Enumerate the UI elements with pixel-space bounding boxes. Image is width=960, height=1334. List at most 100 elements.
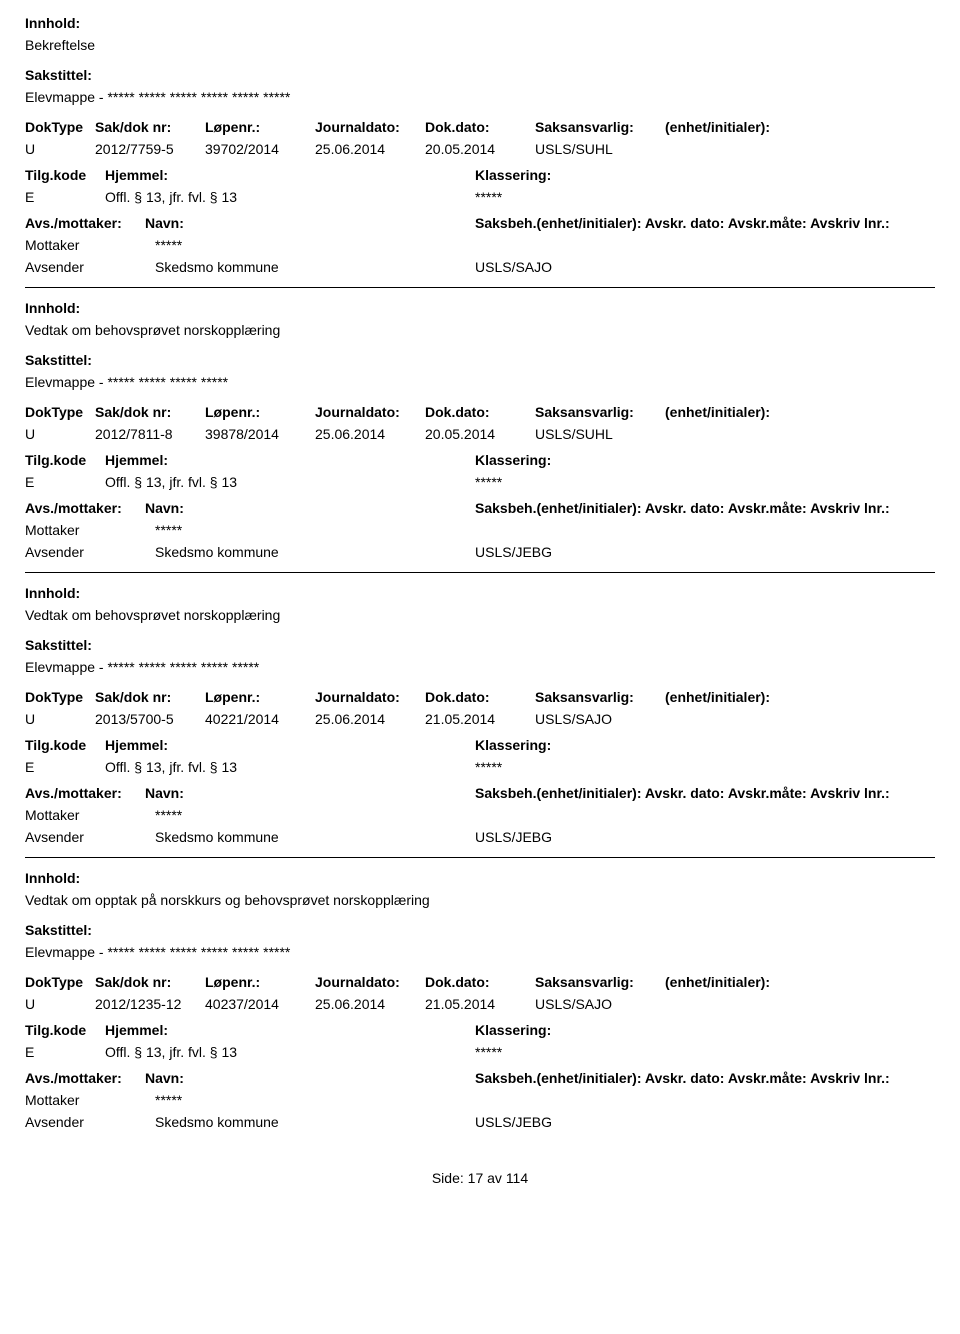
meta-header-row: DokType Sak/dok nr: Løpenr.: Journaldato… (25, 119, 935, 135)
navn-header: Navn: (145, 215, 475, 231)
avsender-row: Avsender Skedsmo kommune USLS/JEBG (25, 1114, 935, 1130)
innhold-label: Innhold: (25, 585, 935, 601)
meta-value-row: U 2012/7759-5 39702/2014 25.06.2014 20.0… (25, 141, 935, 157)
innhold-value: Vedtak om opptak på norskkurs og behovsp… (25, 892, 935, 908)
dokdato-header: Dok.dato: (425, 119, 535, 135)
avsender-code: USLS/JEBG (475, 544, 935, 560)
journaldato-value: 25.06.2014 (315, 711, 425, 727)
doktype-header: DokType (25, 119, 95, 135)
access-header-row: Tilg.kode Hjemmel: Klassering: (25, 452, 935, 468)
avsmottaker-header: Avs./mottaker: (25, 785, 145, 801)
mottaker-label: Mottaker (25, 522, 155, 538)
doktype-value: U (25, 996, 95, 1012)
mottaker-label: Mottaker (25, 807, 155, 823)
document-record: Innhold: Vedtak om behovsprøvet norskopp… (25, 585, 935, 845)
sakstittel-label: Sakstittel: (25, 637, 935, 653)
doktype-header: DokType (25, 404, 95, 420)
saksbeh-header: Saksbeh.(enhet/initialer): Avskr. dato: … (475, 500, 935, 516)
enhet-value (665, 141, 935, 157)
dokdato-value: 20.05.2014 (425, 426, 535, 442)
tilgkode-header: Tilg.kode (25, 1022, 105, 1038)
saksansvarlig-header: Saksansvarlig: (535, 689, 665, 705)
innhold-value: Vedtak om behovsprøvet norskopplæring (25, 607, 935, 623)
hjemmel-header: Hjemmel: (105, 452, 475, 468)
meta-value-row: U 2012/1235-12 40237/2014 25.06.2014 21.… (25, 996, 935, 1012)
innhold-value: Vedtak om behovsprøvet norskopplæring (25, 322, 935, 338)
meta-header-row: DokType Sak/dok nr: Løpenr.: Journaldato… (25, 974, 935, 990)
hjemmel-header: Hjemmel: (105, 1022, 475, 1038)
meta-value-row: U 2012/7811-8 39878/2014 25.06.2014 20.0… (25, 426, 935, 442)
journaldato-header: Journaldato: (315, 689, 425, 705)
sakdok-header: Sak/dok nr: (95, 404, 205, 420)
tilgkode-header: Tilg.kode (25, 167, 105, 183)
avsender-navn: Skedsmo kommune (155, 544, 475, 560)
party-header-row: Avs./mottaker: Navn: Saksbeh.(enhet/init… (25, 785, 935, 801)
hjemmel-value: Offl. § 13, jfr. fvl. § 13 (105, 1044, 475, 1060)
mottaker-row: Mottaker ***** (25, 237, 935, 253)
avsmottaker-header: Avs./mottaker: (25, 1070, 145, 1086)
meta-value-row: U 2013/5700-5 40221/2014 25.06.2014 21.0… (25, 711, 935, 727)
saksansvarlig-value: USLS/SUHL (535, 426, 665, 442)
avsender-label: Avsender (25, 259, 155, 275)
journaldato-value: 25.06.2014 (315, 141, 425, 157)
lopenr-value: 39878/2014 (205, 426, 315, 442)
avsender-code: USLS/SAJO (475, 259, 935, 275)
mottaker-code (475, 237, 935, 253)
dokdato-header: Dok.dato: (425, 974, 535, 990)
lopenr-header: Løpenr.: (205, 404, 315, 420)
dokdato-value: 21.05.2014 (425, 711, 535, 727)
saksbeh-header: Saksbeh.(enhet/initialer): Avskr. dato: … (475, 785, 935, 801)
side-label: Side: (432, 1170, 464, 1186)
tilgkode-header: Tilg.kode (25, 737, 105, 753)
access-value-row: E Offl. § 13, jfr. fvl. § 13 ***** (25, 189, 935, 205)
journaldato-value: 25.06.2014 (315, 426, 425, 442)
navn-header: Navn: (145, 785, 475, 801)
klassering-value: ***** (475, 474, 935, 490)
avsender-row: Avsender Skedsmo kommune USLS/SAJO (25, 259, 935, 275)
doktype-header: DokType (25, 689, 95, 705)
lopenr-value: 40221/2014 (205, 711, 315, 727)
enhet-value (665, 426, 935, 442)
tilgkode-header: Tilg.kode (25, 452, 105, 468)
doktype-value: U (25, 141, 95, 157)
sakstittel-value: Elevmappe - ***** ***** ***** ***** ****… (25, 944, 935, 960)
mottaker-code (475, 1092, 935, 1108)
journaldato-header: Journaldato: (315, 974, 425, 990)
doktype-value: U (25, 711, 95, 727)
avsender-navn: Skedsmo kommune (155, 829, 475, 845)
hjemmel-value: Offl. § 13, jfr. fvl. § 13 (105, 474, 475, 490)
tilgkode-value: E (25, 474, 105, 490)
page-footer: Side: 17 av 114 (25, 1170, 935, 1186)
avsmottaker-header: Avs./mottaker: (25, 215, 145, 231)
hjemmel-value: Offl. § 13, jfr. fvl. § 13 (105, 759, 475, 775)
lopenr-header: Løpenr.: (205, 974, 315, 990)
enhet-value (665, 711, 935, 727)
sakstittel-label: Sakstittel: (25, 352, 935, 368)
sakdok-value: 2012/7811-8 (95, 426, 205, 442)
avsender-label: Avsender (25, 1114, 155, 1130)
enhet-header: (enhet/initialer): (665, 689, 935, 705)
sakstittel-value: Elevmappe - ***** ***** ***** ***** ****… (25, 89, 935, 105)
access-value-row: E Offl. § 13, jfr. fvl. § 13 ***** (25, 759, 935, 775)
mottaker-code (475, 807, 935, 823)
tilgkode-value: E (25, 1044, 105, 1060)
mottaker-row: Mottaker ***** (25, 522, 935, 538)
sakdok-header: Sak/dok nr: (95, 974, 205, 990)
innhold-value: Bekreftelse (25, 37, 935, 53)
journaldato-header: Journaldato: (315, 404, 425, 420)
enhet-header: (enhet/initialer): (665, 119, 935, 135)
avsender-navn: Skedsmo kommune (155, 1114, 475, 1130)
avsender-row: Avsender Skedsmo kommune USLS/JEBG (25, 544, 935, 560)
tilgkode-value: E (25, 189, 105, 205)
access-header-row: Tilg.kode Hjemmel: Klassering: (25, 167, 935, 183)
navn-header: Navn: (145, 1070, 475, 1086)
avsender-code: USLS/JEBG (475, 1114, 935, 1130)
lopenr-header: Løpenr.: (205, 689, 315, 705)
mottaker-navn: ***** (155, 237, 475, 253)
record-divider (25, 287, 935, 288)
sakdok-value: 2012/7759-5 (95, 141, 205, 157)
sakstittel-label: Sakstittel: (25, 67, 935, 83)
mottaker-row: Mottaker ***** (25, 807, 935, 823)
record-divider (25, 572, 935, 573)
mottaker-code (475, 522, 935, 538)
